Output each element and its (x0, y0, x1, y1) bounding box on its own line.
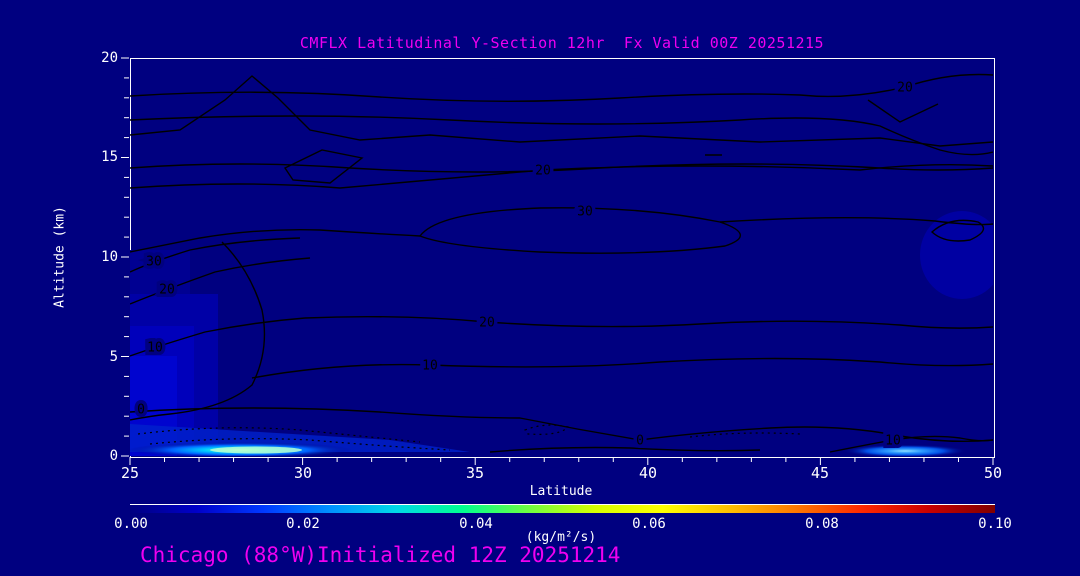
y-axis-label: Altitude (km) (52, 206, 68, 308)
colorbar-unit-label: (kg/m²/s) (525, 530, 597, 545)
contour-label-30: 30 (577, 205, 593, 220)
contour-label-20: 20 (479, 316, 495, 331)
x-tick-label-40: 40 (638, 464, 658, 482)
contour-label-10: 10 (422, 359, 438, 374)
shaded-field (130, 211, 993, 456)
colorbar-tick-0.02: 0.02 (286, 516, 320, 532)
colorbar (130, 504, 995, 513)
y-tick-label-0: 0 (109, 448, 118, 464)
surface-max-right (843, 444, 967, 456)
contour-label-10: 10 (147, 341, 163, 356)
contour-labels: 20 20 30 30 20 10 20 10 0 0 10 (134, 77, 917, 452)
contour-label-10: 10 (885, 434, 901, 449)
contour-label-0: 0 (137, 403, 145, 418)
contour-label-20: 20 (159, 283, 175, 298)
colorbar-tick-0.00: 0.00 (114, 516, 148, 532)
negative-dotted-contours (137, 424, 801, 451)
colorbar-tick-0.04: 0.04 (459, 516, 493, 532)
x-tick-label-25: 25 (120, 464, 140, 482)
x-tick-label-45: 45 (810, 464, 830, 482)
contour-lines (130, 73, 993, 453)
contour-label-30: 30 (146, 255, 162, 270)
y-tick-label-10: 10 (101, 249, 118, 265)
axis-tick-marks (121, 57, 994, 465)
contour-label-20: 20 (535, 164, 551, 179)
chart-title: CMFLX Latitudinal Y-Section 12hr Fx Vali… (299, 34, 825, 52)
x-tick-label-50: 50 (983, 464, 1003, 482)
x-tick-label-30: 30 (293, 464, 313, 482)
colorbar-tick-0.08: 0.08 (805, 516, 839, 532)
x-tick-label-35: 35 (465, 464, 485, 482)
contour-label-20: 20 (897, 81, 913, 96)
colorbar-tick-0.10: 0.10 (978, 516, 1012, 532)
contour-label-0: 0 (636, 434, 644, 449)
station-init-label: Chicago (88°W)Initialized 12Z 20251214 (140, 543, 621, 567)
y-tick-label-5: 5 (109, 349, 118, 365)
colorbar-tick-0.06: 0.06 (632, 516, 666, 532)
surface-max-left-core (210, 446, 302, 454)
x-axis-label: Latitude (529, 484, 593, 499)
y-tick-label-15: 15 (101, 149, 118, 165)
y-tick-label-20: 20 (101, 50, 118, 66)
